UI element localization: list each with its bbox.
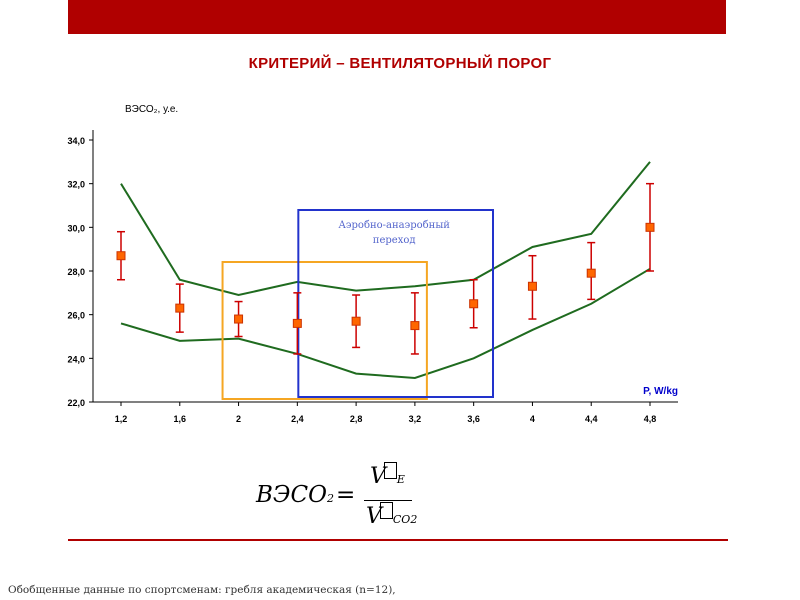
formula-denominator: V CO2 [366, 502, 418, 529]
x-tick-label: 4 [530, 414, 535, 424]
y-tick-label: 26,0 [67, 311, 85, 321]
blue-highlight-box [297, 209, 495, 398]
formula-equals: = [336, 482, 356, 508]
x-tick-label: 1,2 [115, 414, 128, 424]
x-tick-label: 4,8 [644, 414, 657, 424]
data-point [586, 268, 596, 278]
x-tick-label: 3,6 [467, 414, 480, 424]
series-line [120, 161, 651, 297]
data-point [469, 299, 479, 309]
data-point [292, 318, 302, 328]
series-line [120, 267, 651, 379]
top-banner [68, 0, 726, 34]
orange-highlight-box [221, 261, 428, 400]
formula-lhs: ВЭСО2 [256, 482, 334, 508]
data-point [116, 251, 126, 261]
x-tick-label: 2 [236, 414, 241, 424]
formula-fraction-line [364, 500, 412, 501]
data-point [234, 314, 244, 324]
y-tick-label: 32,0 [67, 180, 85, 190]
x-tick-label: 3,2 [409, 414, 422, 424]
data-point [645, 222, 655, 232]
x-axis-label: P, W/kg [643, 386, 678, 397]
footnote: Обобщенные данные по спортсменам: гребля… [8, 584, 396, 596]
bottom-rule [68, 539, 728, 541]
slide-title: КРИТЕРИЙ – ВЕНТИЛЯТОРНЫЙ ПОРОГ [248, 55, 552, 72]
y-tick-label: 30,0 [67, 223, 85, 233]
y-tick-label: 24,0 [67, 354, 85, 364]
blue-box-label-line2: переход [373, 235, 416, 246]
blue-box-label-line1: Аэробно-анаэробный [338, 220, 450, 231]
x-tick-label: 2,4 [291, 414, 304, 424]
y-axis-label: ВЭСО₂, у.е. [125, 104, 178, 115]
x-tick-label: 1,6 [174, 414, 187, 424]
x-tick-label: 4,4 [585, 414, 598, 424]
x-tick-label: 2,8 [350, 414, 363, 424]
y-tick-label: 28,0 [67, 267, 85, 277]
y-tick-label: 34,0 [67, 136, 85, 146]
data-point [527, 281, 537, 291]
y-tick-label: 22,0 [67, 398, 85, 408]
data-point [175, 303, 185, 313]
data-point [410, 321, 420, 331]
data-point [351, 316, 361, 326]
